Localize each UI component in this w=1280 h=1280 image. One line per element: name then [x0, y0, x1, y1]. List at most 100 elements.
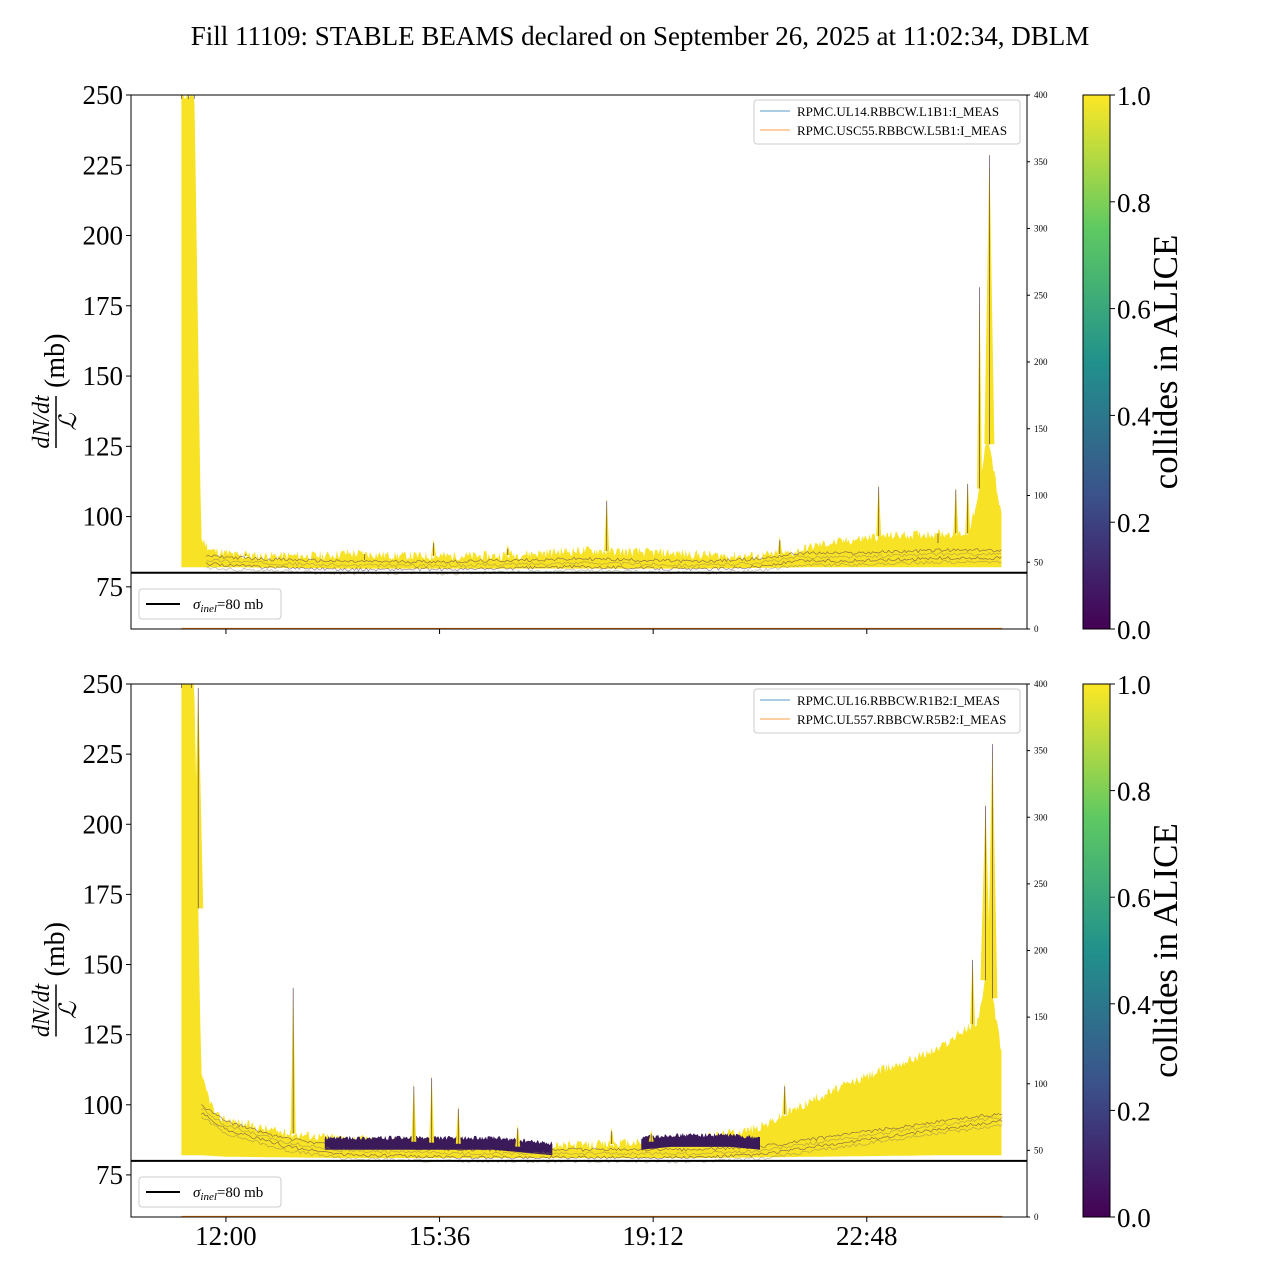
- right-legend: RPMC.UL14.RBBCW.L1B1:I_MEAS RPMC.USC55.RB…: [753, 99, 1021, 145]
- y2-tick-label: 300: [1034, 812, 1048, 822]
- colorbar-tick-label: 0.4: [1117, 990, 1151, 1020]
- y2-tick-label: 50: [1034, 557, 1044, 567]
- band-line: [205, 555, 1002, 572]
- colorbar-tick-label: 0.4: [1117, 401, 1151, 431]
- colorbar-label: collides in ALICE: [1146, 235, 1185, 490]
- colorbar-tick-label: 0.0: [1117, 615, 1151, 645]
- colorbar-tick-label: 0.6: [1117, 295, 1151, 325]
- y2-tick-label: 350: [1034, 157, 1048, 167]
- y-tick-label: 125: [83, 1020, 124, 1050]
- sigma-subscript: inel: [200, 1191, 217, 1203]
- sigma-legend-frame: [138, 1176, 282, 1208]
- legend-frame: [753, 99, 1021, 145]
- bottom-panel: 75 100 125 150 175 200 225 250 0 50 100 150 200 250 30…: [29, 669, 1185, 1251]
- y2-tick-label: 250: [1034, 879, 1048, 889]
- y-tick-label: 200: [83, 221, 124, 251]
- y-axis-label: dN/dt ℒ (mb): [29, 334, 82, 449]
- colorbar-gradient: [1082, 94, 1111, 630]
- y2-tick-label: 150: [1034, 1012, 1048, 1022]
- right-legend: RPMC.UL16.RBBCW.R1B2:I_MEAS RPMC.UL557.RB…: [753, 688, 1021, 734]
- y-label-numerator: dN/dt: [29, 982, 55, 1037]
- colorbar-tick-label: 0.8: [1117, 188, 1151, 218]
- y-label-denominator: ℒ: [56, 1001, 82, 1019]
- colorbar-tick-label: 0.8: [1117, 777, 1151, 807]
- sigma-legend-frame: [138, 588, 282, 620]
- y-label-units: (mb): [40, 922, 71, 976]
- colorbar-tick-label: 1.0: [1117, 81, 1151, 111]
- colorbar: 0.0 0.2 0.4 0.6 0.8 1.0 collides in ALICE: [1082, 670, 1185, 1233]
- colorbar-tick-label: 0.6: [1117, 883, 1151, 913]
- legend-entry: RPMC.UL14.RBBCW.L1B1:I_MEAS: [797, 104, 999, 119]
- y2-tick-label: 50: [1034, 1145, 1044, 1155]
- y-axis-label: dN/dt ℒ (mb): [29, 922, 82, 1037]
- sigma-subscript: inel: [200, 603, 217, 615]
- y2-tick-label: 200: [1034, 357, 1048, 367]
- sigma-value: =80 mb: [217, 1185, 263, 1201]
- x-tick-label: 12:00: [195, 1221, 257, 1251]
- y-tick-label: 250: [83, 669, 124, 699]
- y-tick-label: 250: [83, 80, 124, 110]
- x-tick-label: 22:48: [836, 1221, 898, 1251]
- sigma-legend: σinel=80 mb: [138, 588, 282, 620]
- y2-tick-label: 150: [1034, 424, 1048, 434]
- colorbar-gradient: [1082, 683, 1111, 1218]
- y2-tick-label: 400: [1034, 679, 1048, 689]
- legend-entry: RPMC.UL557.RBBCW.R5B2:I_MEAS: [797, 712, 1006, 727]
- y-tick-label: 75: [96, 1160, 123, 1190]
- y-tick-label: 175: [83, 879, 124, 909]
- y2-tick-label: 100: [1034, 491, 1048, 501]
- colorbar-label: collides in ALICE: [1146, 823, 1185, 1078]
- dark-band: [641, 1132, 760, 1150]
- dark-band: [324, 1135, 553, 1156]
- envelope-area: [181, 684, 1002, 1159]
- band-line: [200, 1107, 1003, 1156]
- y-label-units: (mb): [40, 334, 71, 388]
- y-tick-label: 125: [83, 431, 124, 461]
- y2-tick-label: 250: [1034, 290, 1048, 300]
- band-line: [206, 548, 1002, 564]
- sigma-legend-label: σinel=80 mb: [193, 597, 263, 615]
- legend-frame: [753, 688, 1021, 734]
- y-tick-label: 100: [83, 502, 124, 532]
- plot-area: [131, 684, 1027, 1217]
- chart-title: Fill 11109: STABLE BEAMS declared on Sep…: [191, 21, 1090, 51]
- y-tick-label: 175: [83, 291, 124, 321]
- band-line: [206, 552, 1002, 568]
- y-label-numerator: dN/dt: [29, 394, 55, 449]
- y2-tick-label: 0: [1034, 624, 1039, 634]
- y-tick-label: 225: [83, 150, 124, 180]
- colorbar-tick-label: 0.2: [1117, 1096, 1151, 1126]
- band-line: [200, 1112, 1003, 1160]
- y-tick-label: 75: [96, 572, 123, 602]
- sigma-legend-label: σinel=80 mb: [193, 1185, 263, 1203]
- spike: [243, 550, 249, 556]
- y-tick-label: 200: [83, 809, 124, 839]
- y2-tick-label: 200: [1034, 946, 1048, 956]
- plot-area: [131, 95, 1027, 629]
- sigma-value: =80 mb: [217, 597, 263, 613]
- x-tick-label: 15:36: [409, 1221, 471, 1251]
- y2-tick-label: 100: [1034, 1079, 1048, 1089]
- colorbar-tick-label: 1.0: [1117, 670, 1151, 700]
- sigma-legend: σinel=80 mb: [138, 1176, 282, 1208]
- x-tick-label: 19:12: [622, 1221, 684, 1251]
- y-tick-label: 150: [83, 950, 124, 980]
- legend-entry: RPMC.UL16.RBBCW.R1B2:I_MEAS: [797, 693, 1000, 708]
- colorbar-tick-label: 0.2: [1117, 508, 1151, 538]
- y-tick-label: 225: [83, 739, 124, 769]
- y-tick-label: 150: [83, 361, 124, 391]
- y2-tick-label: 350: [1034, 746, 1048, 756]
- y-label-denominator: ℒ: [56, 413, 82, 431]
- y-tick-label: 100: [83, 1090, 124, 1120]
- y2-tick-label: 300: [1034, 224, 1048, 234]
- colorbar-tick-label: 0.0: [1117, 1203, 1151, 1233]
- sigma-symbol: σ: [193, 597, 201, 613]
- top-panel: 75 100 125 150 175 200 225 250 0 50 100 150 200 250 30…: [29, 80, 1185, 645]
- band-line: [200, 1104, 1003, 1152]
- y2-tick-label: 0: [1034, 1212, 1039, 1222]
- sigma-symbol: σ: [193, 1185, 201, 1201]
- legend-entry: RPMC.USC55.RBBCW.L5B1:I_MEAS: [797, 123, 1007, 138]
- y2-tick-label: 400: [1034, 90, 1048, 100]
- colorbar: 0.0 0.2 0.4 0.6 0.8 1.0 collides in ALICE: [1082, 81, 1185, 645]
